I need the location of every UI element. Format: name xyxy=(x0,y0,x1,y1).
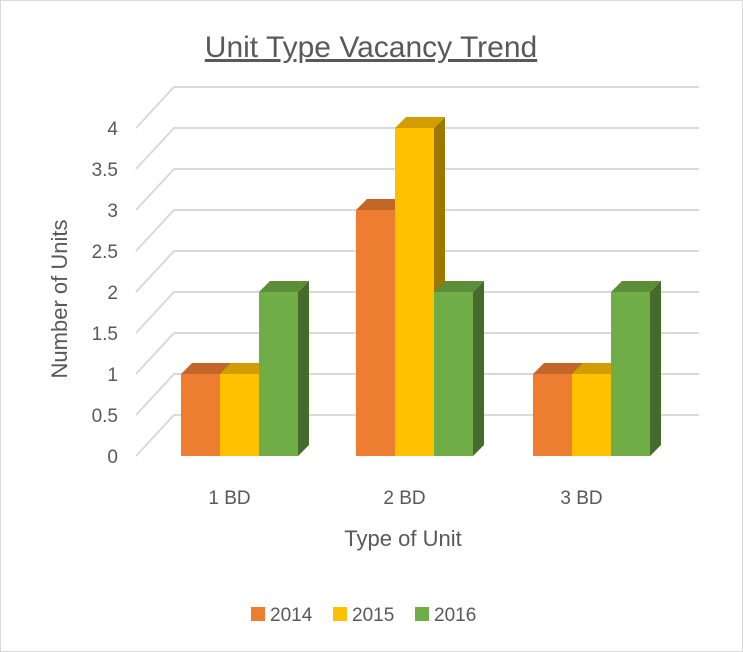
bar-top xyxy=(572,363,622,374)
gridline xyxy=(135,127,699,170)
bar-front xyxy=(181,374,220,456)
gridlines xyxy=(135,86,699,457)
bar xyxy=(395,117,445,456)
bar-top xyxy=(356,199,406,210)
y-axis-ticks: 0 0.5 1 1.5 2 2.5 3 3.5 4 xyxy=(92,119,119,468)
bar-front xyxy=(611,292,650,456)
bars xyxy=(181,117,661,456)
x-axis-title: Type of Unit xyxy=(344,526,461,551)
bar-front xyxy=(395,128,434,456)
chart-title: Unit Type Vacancy Trend xyxy=(205,31,537,64)
gridline xyxy=(135,373,699,416)
legend-swatch xyxy=(415,607,429,621)
gridline xyxy=(135,209,699,252)
y-tick-label: 2.5 xyxy=(92,242,118,263)
bar-top xyxy=(533,363,583,374)
y-tick-label: 0 xyxy=(107,447,118,468)
gridline xyxy=(135,332,699,375)
y-tick-label: 0.5 xyxy=(92,406,118,427)
bar-side xyxy=(650,281,661,456)
gridline xyxy=(135,291,699,334)
y-tick-label: 3 xyxy=(107,201,118,222)
bar xyxy=(259,281,309,456)
legend-label: 2015 xyxy=(352,605,394,626)
y-tick-label: 1 xyxy=(107,365,118,386)
bar-top xyxy=(220,363,270,374)
y-axis-title: Number of Units xyxy=(47,220,72,379)
bar-front xyxy=(434,292,473,456)
bar-top xyxy=(259,281,309,292)
gridline xyxy=(135,414,699,457)
x-tick-label: 1 BD xyxy=(208,488,250,509)
bar-side xyxy=(473,281,484,456)
x-tick-label: 2 BD xyxy=(383,488,425,509)
legend-swatch xyxy=(251,607,265,621)
gridline xyxy=(135,168,699,211)
bar-front xyxy=(220,374,259,456)
y-tick-label: 4 xyxy=(107,119,118,140)
bar-side xyxy=(298,281,309,456)
y-tick-label: 3.5 xyxy=(92,160,118,181)
gridline xyxy=(135,250,699,293)
y-tick-label: 1.5 xyxy=(92,324,118,345)
bar-top xyxy=(434,281,484,292)
y-tick-label: 2 xyxy=(107,283,118,304)
legend-label: 2014 xyxy=(270,605,313,626)
legend: 2014 2015 2016 xyxy=(251,605,476,626)
bar-front xyxy=(356,210,395,456)
bar xyxy=(611,281,661,456)
bar-front xyxy=(259,292,298,456)
bar-front xyxy=(572,374,611,456)
bar-top xyxy=(611,281,661,292)
x-axis-ticks: 1 BD 2 BD 3 BD xyxy=(208,488,602,509)
bar-top xyxy=(181,363,231,374)
bar-front xyxy=(533,374,572,456)
bar xyxy=(434,281,484,456)
gridline xyxy=(135,86,699,129)
legend-label: 2016 xyxy=(434,605,476,626)
x-tick-label: 3 BD xyxy=(560,488,602,509)
legend-swatch xyxy=(333,607,347,621)
bar-top xyxy=(395,117,445,128)
